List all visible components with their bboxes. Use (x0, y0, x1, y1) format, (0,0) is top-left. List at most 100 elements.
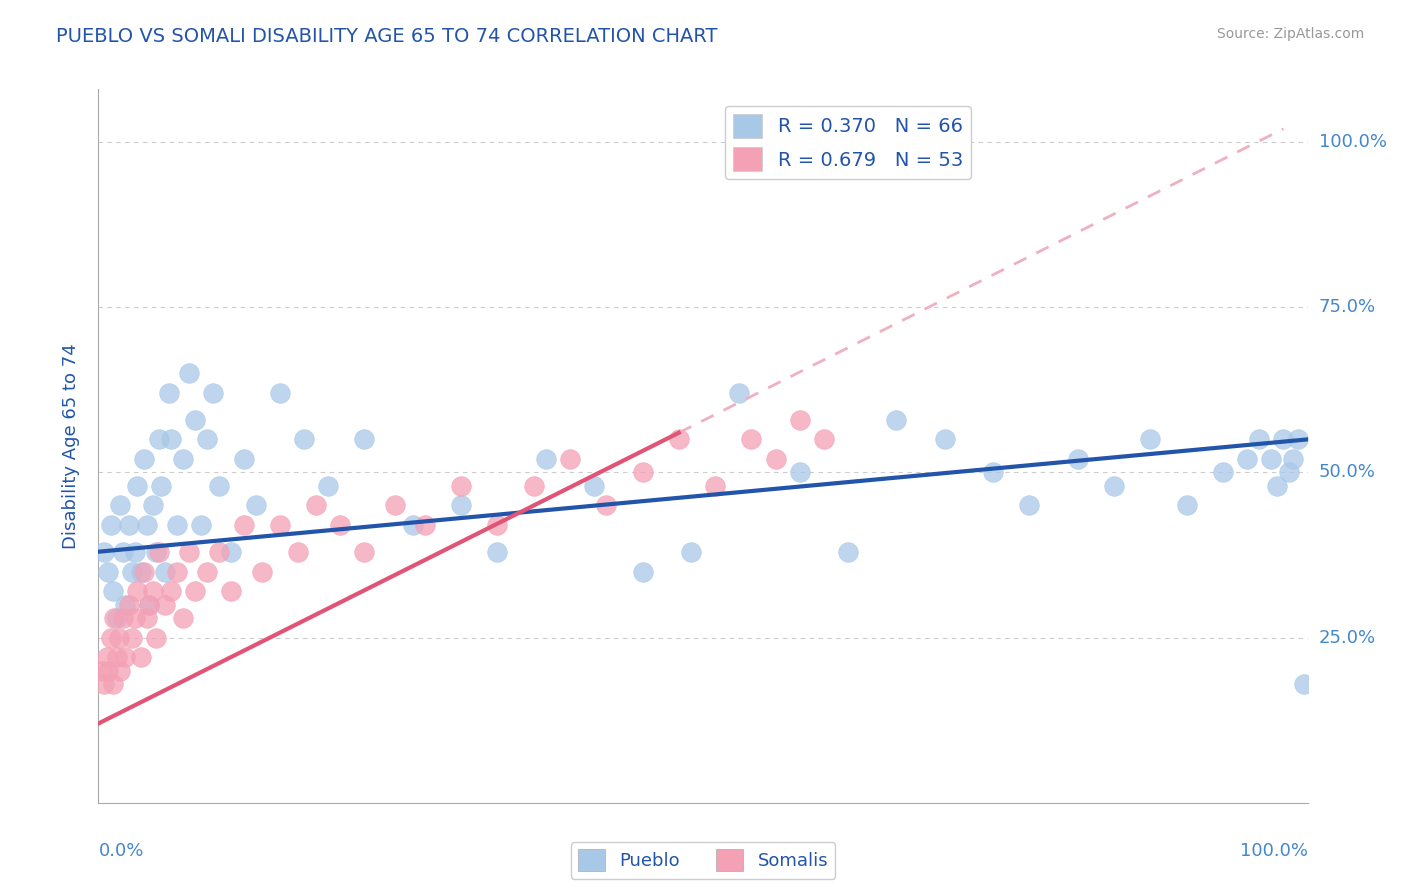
Point (96, 650, 118, 665)
Point (232, 518, 254, 533)
Point (765, 452, 787, 467)
Point (105, 611, 128, 625)
Point (837, 545, 859, 559)
Point (245, 499, 267, 513)
Point (221, 545, 243, 559)
Point (1286, 433, 1309, 447)
Point (631, 565, 654, 579)
Point (287, 545, 309, 559)
Point (108, 631, 131, 645)
Point (91, 664, 114, 678)
Point (202, 386, 225, 401)
Point (121, 565, 143, 579)
Point (934, 433, 956, 447)
Point (704, 478, 727, 492)
Point (583, 478, 606, 492)
Point (153, 565, 176, 579)
Point (558, 452, 581, 467)
Text: 100.0%: 100.0% (1319, 133, 1386, 151)
Point (157, 386, 180, 401)
Point (1102, 478, 1125, 492)
Point (190, 518, 212, 533)
Point (813, 433, 835, 447)
Point (679, 545, 702, 559)
Point (305, 499, 328, 513)
Point (316, 478, 339, 492)
Point (135, 518, 157, 533)
Point (153, 598, 176, 612)
Point (118, 518, 141, 533)
Point (179, 367, 201, 381)
Point (1139, 433, 1161, 447)
Point (353, 545, 375, 559)
Point (105, 650, 128, 665)
Point (668, 433, 690, 447)
Point (413, 518, 436, 533)
Point (148, 545, 170, 559)
Point (100, 518, 122, 533)
Point (179, 545, 201, 559)
Point (172, 611, 194, 625)
Point (789, 412, 811, 426)
Point (1260, 452, 1282, 467)
Point (166, 518, 188, 533)
Point (486, 518, 509, 533)
Point (172, 452, 194, 467)
Point (134, 452, 156, 467)
Point (184, 412, 207, 426)
Point (114, 598, 136, 612)
Point (127, 584, 149, 599)
Point (595, 499, 617, 513)
Point (97, 664, 120, 678)
Point (97, 565, 120, 579)
Point (250, 565, 273, 579)
Point (124, 611, 146, 625)
Text: Source: ZipAtlas.com: Source: ZipAtlas.com (1216, 27, 1364, 41)
Point (450, 478, 472, 492)
Point (329, 518, 352, 533)
Point (145, 631, 167, 645)
Point (166, 565, 188, 579)
Point (142, 499, 165, 513)
Point (269, 386, 291, 401)
Point (523, 478, 546, 492)
Point (160, 584, 183, 599)
Point (1278, 466, 1301, 480)
Point (1267, 478, 1289, 492)
Point (101, 677, 124, 691)
Point (114, 650, 136, 665)
Point (728, 386, 751, 401)
Point (208, 478, 231, 492)
Point (93, 677, 115, 691)
Point (292, 433, 315, 447)
Point (138, 598, 160, 612)
Point (1018, 499, 1040, 513)
Point (129, 650, 152, 665)
Point (111, 545, 134, 559)
Legend: Pueblo, Somalis: Pueblo, Somalis (571, 842, 835, 879)
Point (886, 412, 908, 426)
Point (138, 598, 160, 612)
Point (195, 433, 218, 447)
Point (150, 478, 173, 492)
Text: PUEBLO VS SOMALI DISABILITY AGE 65 TO 74 CORRELATION CHART: PUEBLO VS SOMALI DISABILITY AGE 65 TO 74… (56, 27, 717, 45)
Point (208, 545, 231, 559)
Text: 50.0%: 50.0% (1319, 464, 1375, 482)
Point (145, 545, 167, 559)
Point (184, 584, 207, 599)
Point (631, 466, 654, 480)
Point (103, 611, 125, 625)
Point (111, 611, 134, 625)
Point (118, 598, 141, 612)
Point (402, 518, 425, 533)
Point (160, 433, 183, 447)
Point (353, 433, 375, 447)
Point (1282, 452, 1305, 467)
Point (108, 499, 131, 513)
Point (135, 611, 157, 625)
Point (93, 545, 115, 559)
Point (789, 466, 811, 480)
Point (384, 499, 406, 513)
Point (127, 478, 149, 492)
Point (121, 631, 143, 645)
